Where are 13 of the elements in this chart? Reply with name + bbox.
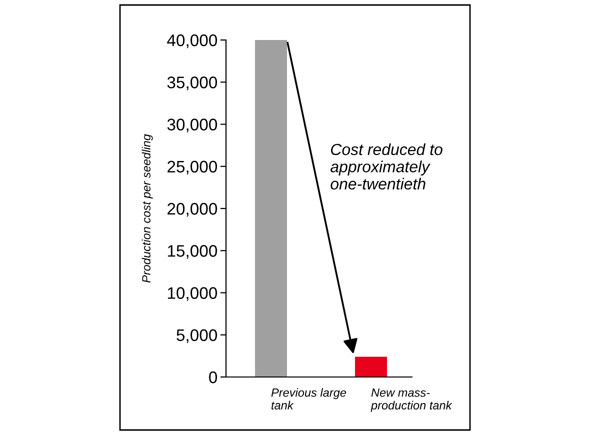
x-tick-label: Previous large tank [271, 388, 346, 410]
y-tick-label: 40,000 [167, 34, 218, 48]
y-tick-label: 20,000 [168, 202, 218, 217]
y-tick-label: 10,000 [168, 287, 218, 301]
y-tick-label: 30,000 [167, 118, 218, 132]
y-tick-label: 25,000 [168, 160, 218, 175]
y-tick-label: 35,000 [167, 76, 218, 90]
y-axis-title: Production cost per seedling [142, 134, 153, 283]
y-tick-label: 15,000 [168, 245, 218, 259]
annotation: Cost reduced to approximately one-twentieth [330, 143, 442, 190]
y-tick-label: 5,000 [176, 329, 218, 344]
x-tick-label: New mass- production tank [370, 388, 452, 412]
y-tick-label: 0 [209, 371, 218, 384]
